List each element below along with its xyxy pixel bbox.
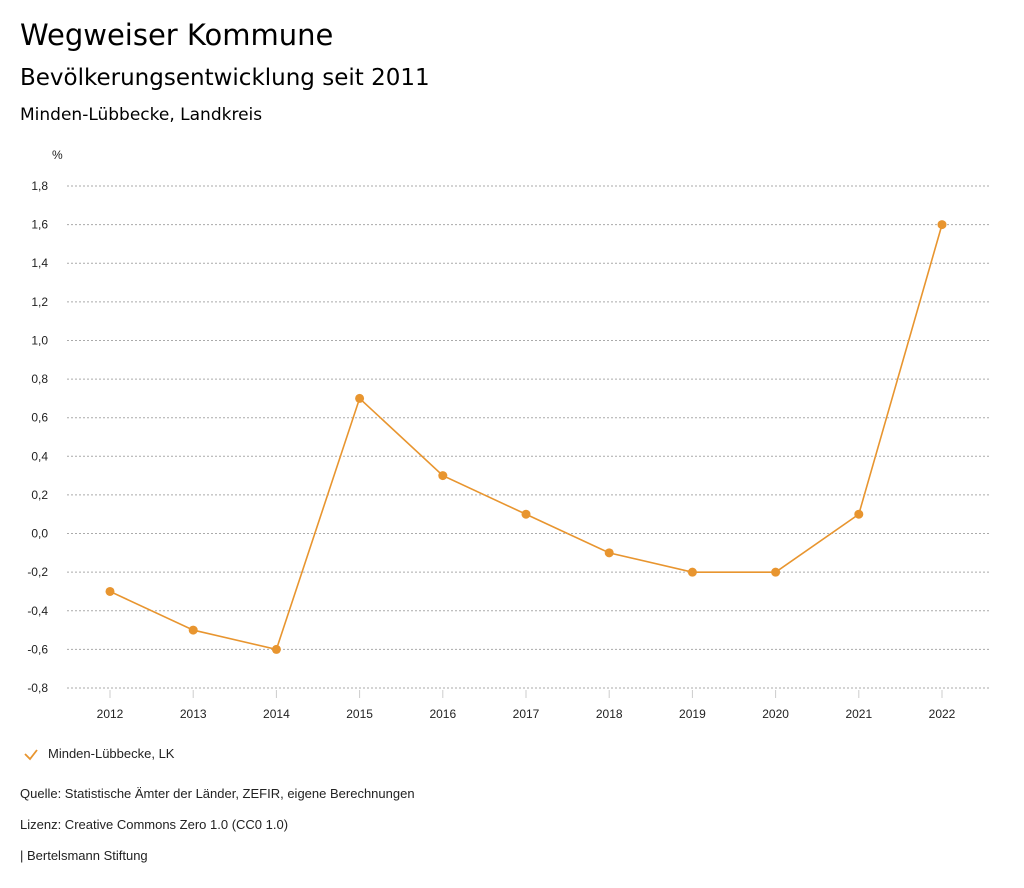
data-point: [854, 509, 864, 519]
y-tick-label: 1,2: [31, 295, 48, 309]
legend-label[interactable]: Minden-Lübbecke, LK: [48, 746, 175, 761]
x-tick-label: 2016: [429, 707, 456, 721]
x-tick-label: 2021: [845, 707, 872, 721]
y-tick-label: 0,0: [31, 527, 48, 541]
y-tick-label: -0,2: [27, 565, 48, 579]
x-tick-label: 2017: [513, 707, 540, 721]
data-point: [438, 471, 448, 481]
data-point: [521, 509, 531, 519]
x-tick-label: 2019: [679, 707, 706, 721]
license-text: Lizenz: Creative Commons Zero 1.0 (CC0 1…: [20, 817, 289, 832]
y-tick-label: 1,8: [31, 179, 48, 193]
y-tick-label: 1,0: [31, 333, 48, 347]
source-text: Quelle: Statistische Ämter der Länder, Z…: [20, 786, 415, 801]
x-tick-label: 2015: [346, 707, 373, 721]
legend-check-icon: [24, 749, 38, 761]
x-tick-label: 2014: [263, 707, 290, 721]
y-tick-label: -0,4: [27, 604, 48, 618]
y-tick-label: 1,4: [31, 256, 48, 270]
data-point: [188, 625, 198, 635]
x-tick-label: 2020: [762, 707, 789, 721]
data-point: [771, 567, 781, 577]
page-title: Wegweiser Kommune: [20, 18, 334, 52]
x-tick-label: 2018: [596, 707, 623, 721]
y-axis-unit: %: [52, 148, 63, 162]
data-point: [355, 393, 365, 403]
chart-subtitle: Bevölkerungsentwicklung seit 2011: [20, 65, 430, 91]
publisher-text: | Bertelsmann Stiftung: [20, 848, 148, 863]
y-tick-label: 0,2: [31, 488, 48, 502]
x-tick-label: 2022: [929, 707, 956, 721]
region-label: Minden-Lübbecke, Landkreis: [20, 105, 263, 125]
data-point: [105, 586, 115, 596]
data-point: [271, 644, 281, 654]
y-tick-label: 0,4: [31, 449, 48, 463]
data-point: [604, 548, 614, 558]
data-point: [687, 567, 697, 577]
x-tick-label: 2012: [97, 707, 124, 721]
y-tick-label: -0,8: [27, 681, 48, 695]
data-point: [937, 220, 947, 230]
y-tick-label: -0,6: [27, 642, 48, 656]
y-tick-label: 0,8: [31, 372, 48, 386]
x-tick-label: 2013: [180, 707, 207, 721]
series-line: [109, 224, 943, 651]
y-tick-label: 1,6: [31, 218, 48, 232]
y-tick-label: 0,6: [31, 411, 48, 425]
